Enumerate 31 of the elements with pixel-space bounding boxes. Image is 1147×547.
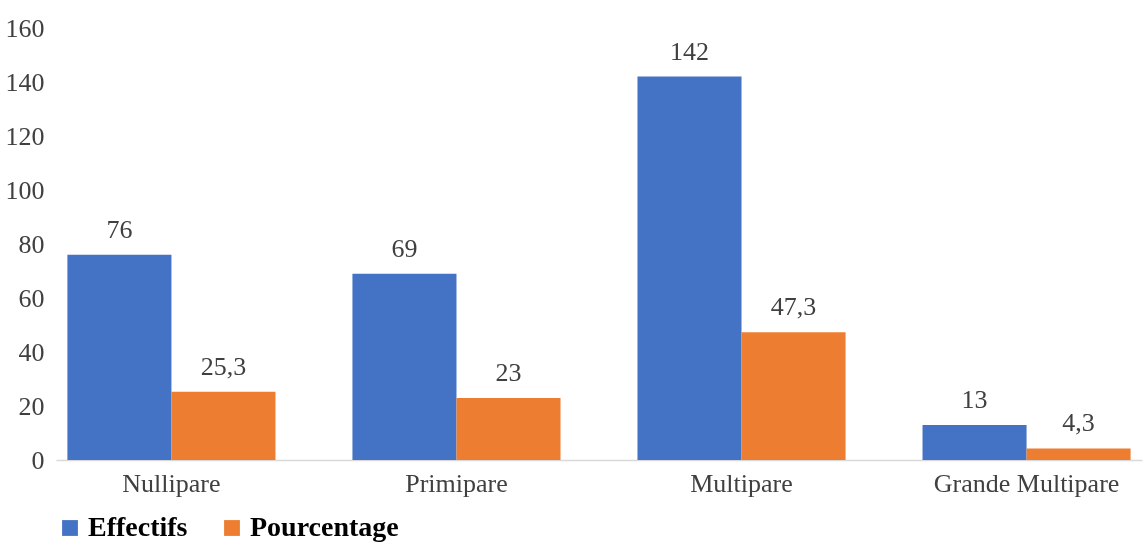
x-tick-label: Multipare	[690, 468, 793, 498]
data-label: 69	[391, 233, 418, 263]
x-tick-label: Primipare	[405, 468, 508, 498]
bar	[922, 424, 1027, 460]
data-label: 76	[106, 214, 133, 244]
bar	[352, 273, 457, 460]
y-tick-label: 0	[31, 445, 45, 475]
y-tick-label: 160	[5, 13, 45, 43]
bar	[1026, 448, 1131, 460]
x-tick-label: Nullipare	[122, 468, 221, 498]
legend-label: Pourcentage	[250, 511, 399, 542]
bar	[637, 76, 742, 460]
y-tick-label: 100	[5, 175, 45, 205]
legend-label: Effectifs	[88, 511, 188, 542]
bar	[741, 332, 846, 460]
y-tick-label: 60	[18, 283, 45, 313]
data-label: 142	[670, 36, 709, 66]
bar	[456, 397, 561, 460]
y-tick-label: 40	[18, 337, 45, 367]
y-tick-label: 140	[5, 67, 45, 97]
data-label: 47,3	[770, 292, 817, 322]
y-tick-label: 80	[18, 229, 45, 259]
data-label: 25,3	[200, 351, 247, 381]
y-tick-label: 20	[18, 391, 45, 421]
x-tick-label: Grande Multipare	[933, 468, 1120, 498]
bar	[171, 391, 276, 460]
y-tick-label: 120	[5, 121, 45, 151]
bar	[67, 254, 172, 460]
data-label: 13	[961, 384, 988, 414]
data-label: 4,3	[1062, 408, 1095, 438]
data-label: 23	[495, 357, 522, 387]
